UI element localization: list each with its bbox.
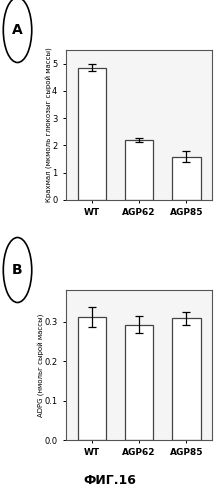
Bar	[78, 68, 106, 200]
Bar	[172, 157, 201, 200]
Text: ФИГ.16: ФИГ.16	[83, 474, 136, 486]
Text: A: A	[12, 23, 23, 37]
Y-axis label: ADPG (нмольг сырой массы): ADPG (нмольг сырой массы)	[38, 314, 45, 416]
Bar	[125, 140, 153, 200]
Bar	[78, 317, 106, 440]
Bar	[125, 324, 153, 440]
Bar	[172, 318, 201, 440]
Y-axis label: Крахмал (мкмоль глюкозыг сырой массы): Крахмал (мкмоль глюкозыг сырой массы)	[46, 48, 53, 203]
Text: B: B	[12, 263, 23, 277]
